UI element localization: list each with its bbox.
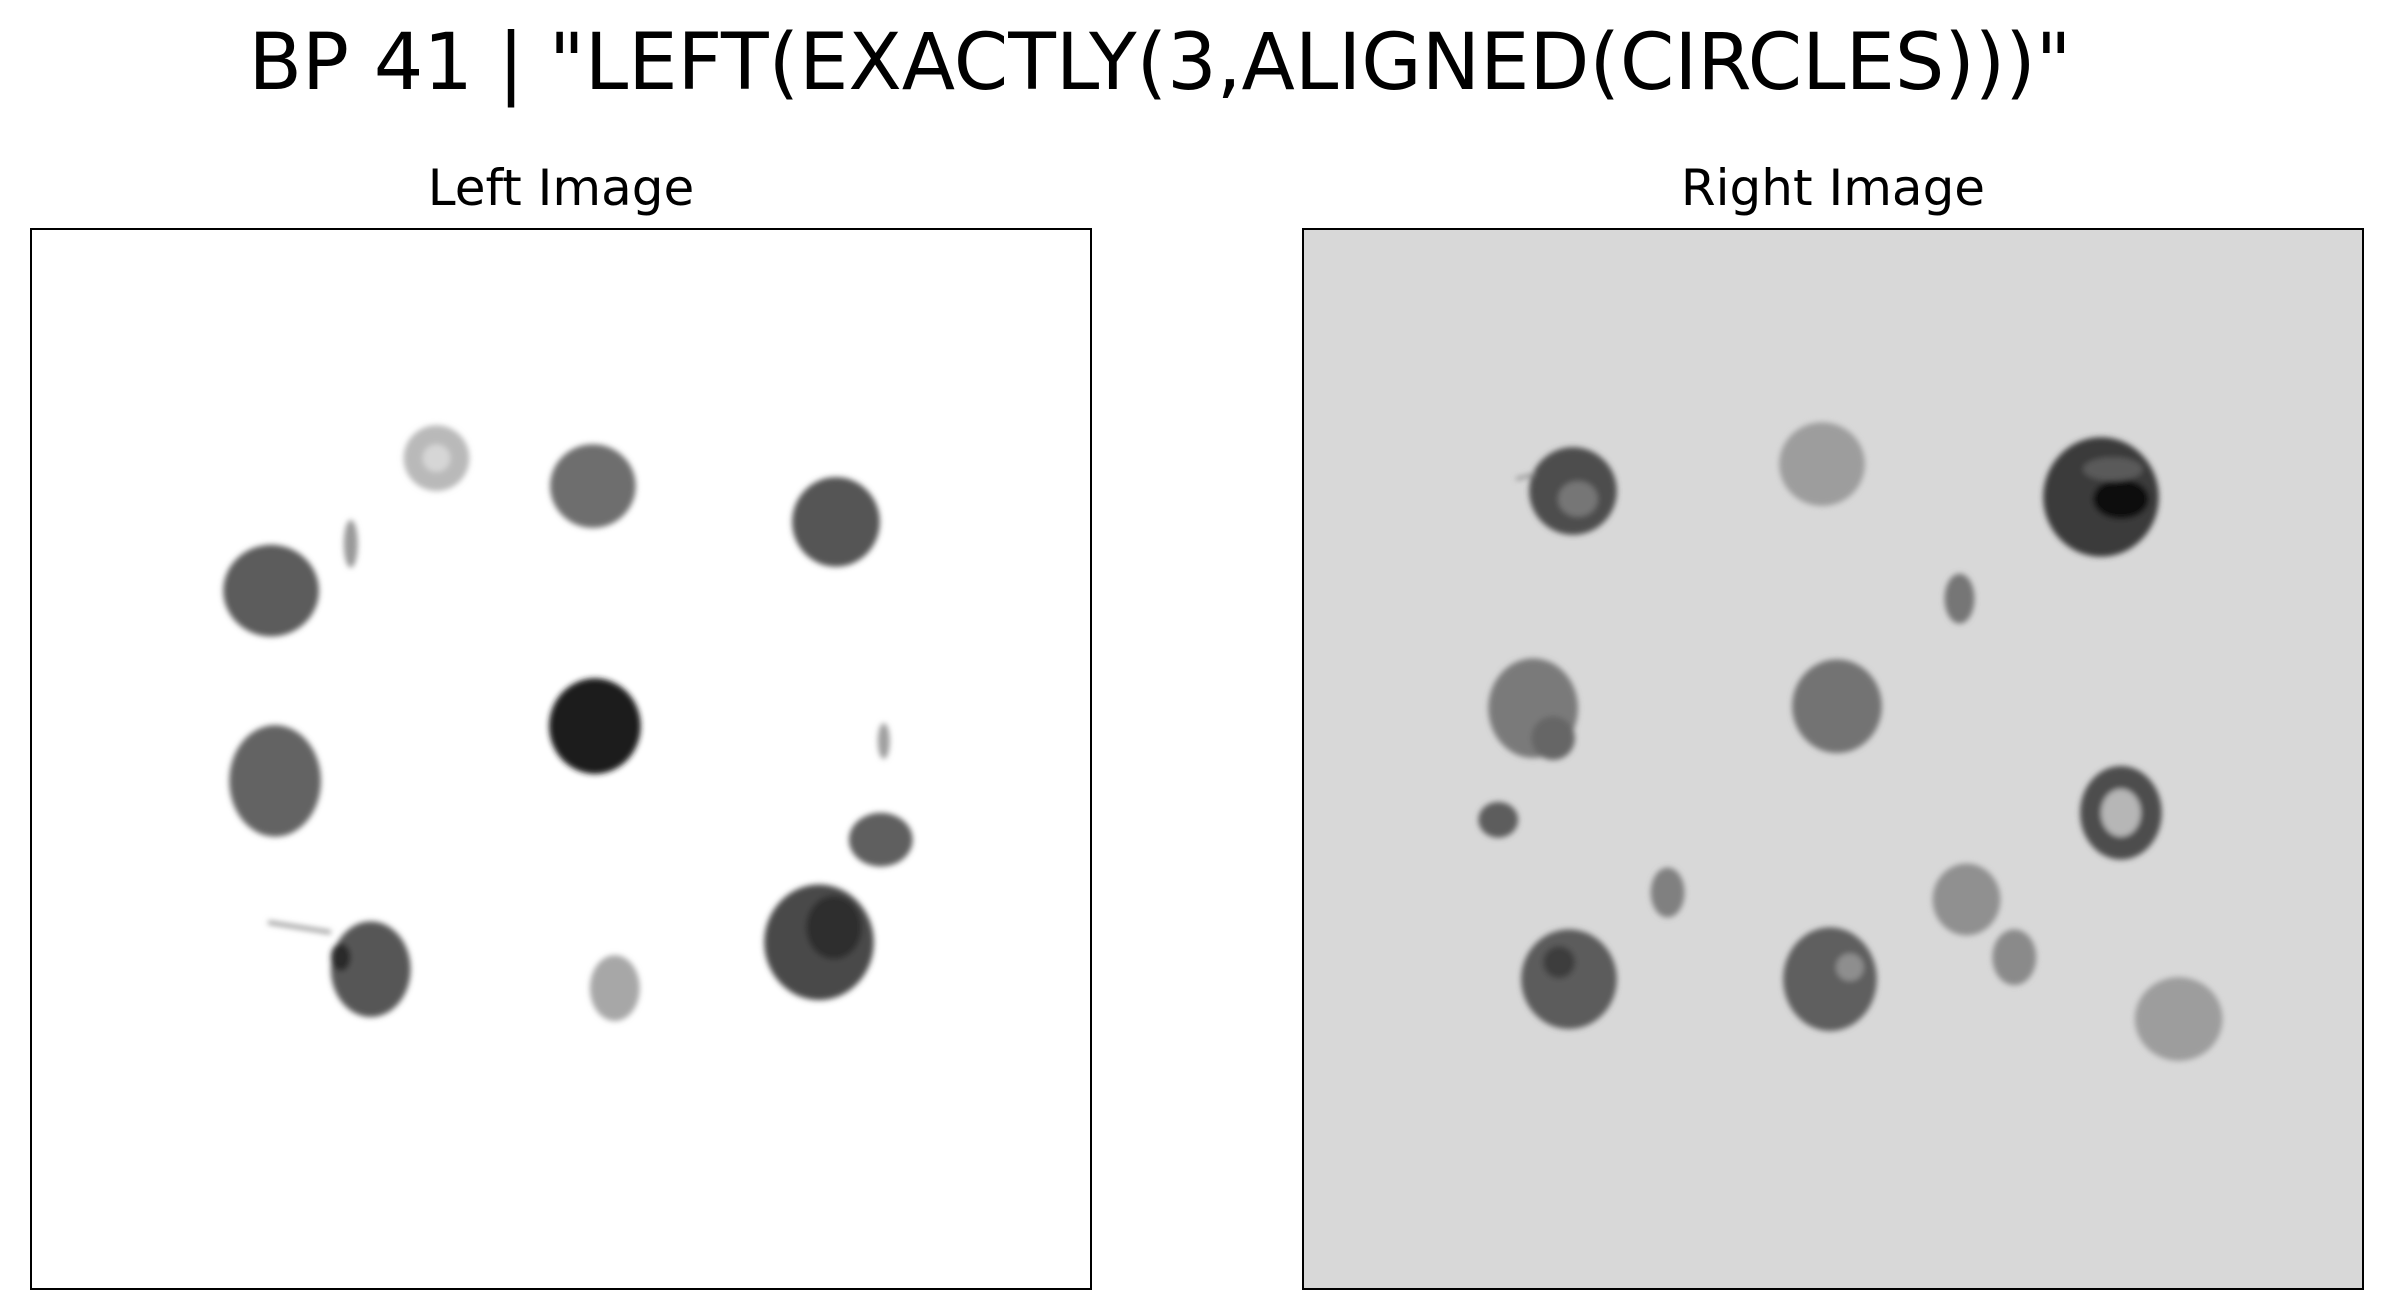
blob-shape — [1932, 863, 2001, 936]
blob-shape — [549, 678, 641, 774]
blob-shape — [229, 725, 321, 837]
blob-shape — [223, 544, 319, 637]
right-image-panel — [1302, 228, 2364, 1290]
blob-shape — [2093, 479, 2149, 519]
blob-shape — [330, 943, 351, 972]
right-panel-title: Right Image — [1680, 159, 1986, 217]
figure-title: BP 41 | "LEFT(EXACTLY(3,ALIGNED(CIRCLES)… — [248, 18, 2072, 108]
blob-shape — [792, 477, 880, 567]
blob-shape — [1521, 929, 1617, 1029]
blob-shape — [343, 519, 358, 568]
left-image-panel — [30, 228, 1092, 1290]
blob-shape — [1650, 867, 1685, 918]
left-image-canvas — [223, 425, 913, 1022]
blob-shape — [1558, 481, 1598, 517]
blob-shape — [2083, 457, 2143, 482]
blob-shape — [1992, 929, 2037, 986]
blob-shape — [267, 920, 332, 935]
blob-shape — [848, 812, 913, 867]
right-image-canvas — [1478, 422, 2223, 1061]
blob-shape — [1543, 946, 1575, 979]
blob-shape — [1783, 927, 1877, 1031]
blob-shape — [1515, 472, 1536, 481]
blob-shape — [422, 444, 451, 473]
blob-shape — [2134, 977, 2223, 1061]
blob-shape — [550, 444, 636, 528]
blob-shape — [1478, 801, 1519, 838]
blob-shape — [1835, 953, 1864, 982]
blob-shape — [1944, 573, 1975, 624]
blob-shape — [330, 921, 411, 1018]
blob-shape — [589, 955, 640, 1022]
blob-shape — [877, 723, 890, 759]
blob-shape — [1531, 716, 1575, 760]
blob-shape — [806, 895, 862, 960]
left-panel-title: Left Image — [427, 159, 695, 217]
blob-shape — [2100, 788, 2141, 837]
blob-shape — [1779, 422, 1865, 506]
blob-shape — [1792, 659, 1882, 754]
